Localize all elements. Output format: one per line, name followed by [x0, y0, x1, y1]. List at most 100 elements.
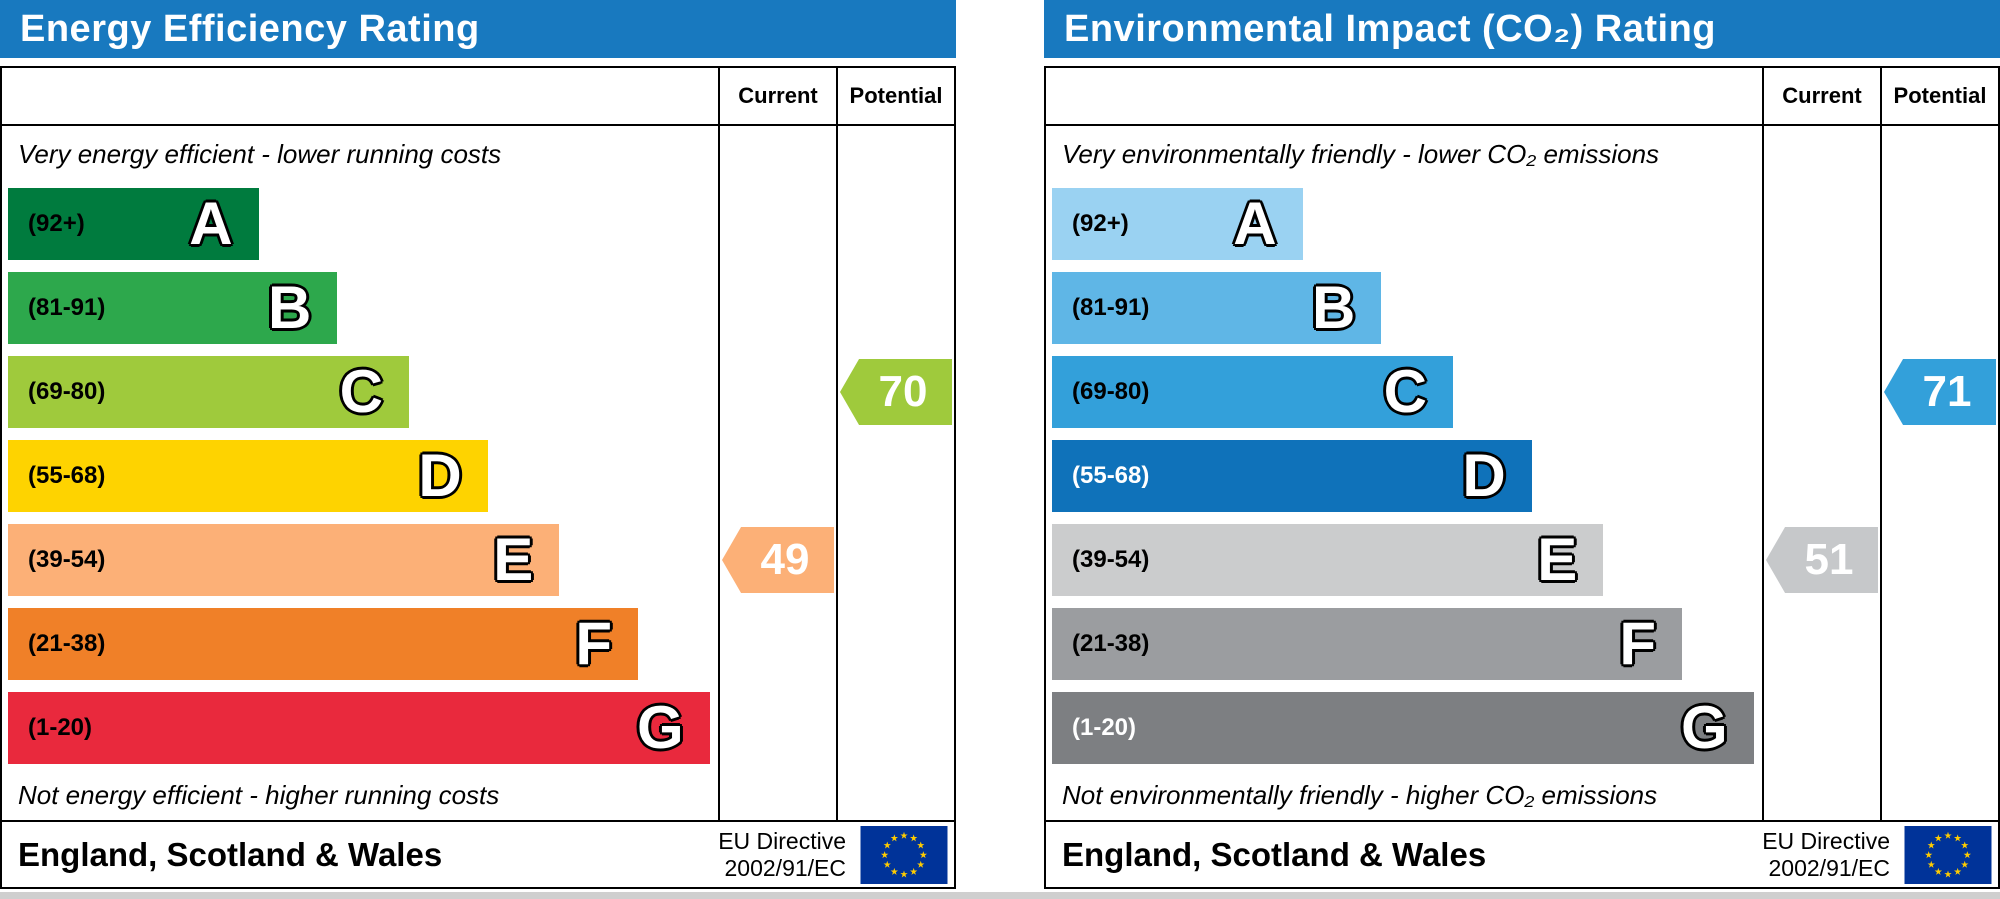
eu-directive-line2: 2002/91/EC [1768, 854, 1890, 881]
potential-column: 71 [1880, 126, 1998, 820]
eu-directive-line2: 2002/91/EC [724, 854, 846, 881]
region-label: England, Scotland & Wales [18, 835, 443, 873]
eu-directive-label: EU Directive 2002/91/EC [718, 828, 846, 881]
potential-column: 70 [836, 126, 954, 820]
rating-band-row: (55-68) D [2, 434, 718, 518]
rating-bands: (92+) A (81-91) B (69-80) C (55-68) D (3… [2, 182, 718, 770]
band-range-label: (69-80) [28, 378, 106, 405]
region-label: England, Scotland & Wales [1062, 835, 1487, 873]
potential-rating-value: 70 [878, 367, 928, 416]
potential-column-header: Potential [1880, 68, 1998, 124]
chart-footer: England, Scotland & Wales EU Directive 2… [0, 820, 956, 889]
rating-band-row: (81-91) B [2, 266, 718, 350]
top-note: Very energy efficient - lower running co… [18, 138, 502, 169]
band-letter-label: B [1312, 274, 1356, 341]
column-header-row: Current Potential [2, 68, 954, 126]
current-column-header: Current [718, 68, 836, 124]
rating-bands: (92+) A (81-91) B (69-80) C (55-68) D (3… [1046, 182, 1762, 770]
band-letter-label: F [575, 610, 613, 677]
environmental-impact-chart: Current Potential Very environmentally f… [1044, 66, 2000, 822]
rating-band-bar: (69-80) C [1052, 356, 1453, 428]
rating-scale-area: Very environmentally friendly - lower CO… [1046, 126, 1762, 820]
band-range-label: (81-91) [1072, 294, 1150, 321]
rating-band-bar: (1-20) G [8, 692, 710, 764]
bottom-note: Not energy efficient - higher running co… [18, 779, 500, 810]
band-letter-label: F [1619, 610, 1657, 677]
top-note: Very environmentally friendly - lower CO… [1062, 138, 1660, 169]
eu-directive-line1: EU Directive [1762, 828, 1890, 855]
energy-efficiency-panel: Energy Efficiency Rating Current Potenti… [0, 0, 956, 889]
rating-band-row: (81-91) B [1046, 266, 1762, 350]
rating-band-bar: (21-38) F [8, 608, 639, 680]
band-range-label: (21-38) [1072, 630, 1150, 657]
rating-band-bar: (81-91) B [8, 272, 338, 344]
band-range-label: (21-38) [28, 630, 106, 657]
band-range-label: (39-54) [1072, 546, 1150, 573]
rating-band-row: (1-20) G [2, 686, 718, 770]
rating-band-row: (39-54) E [2, 518, 718, 602]
rating-band-row: (39-54) E [1046, 518, 1762, 602]
rating-band-bar: (39-54) E [1052, 524, 1604, 596]
current-column: 51 [1762, 126, 1880, 820]
energy-efficiency-title: Energy Efficiency Rating [0, 0, 956, 58]
band-letter-label: E [493, 526, 534, 593]
rating-band-bar: (81-91) B [1052, 272, 1382, 344]
rating-band-bar: (55-68) D [8, 440, 488, 512]
chart-body: Very energy efficient - lower running co… [2, 126, 954, 820]
eu-flag-icon [1904, 825, 1992, 884]
band-letter-label: D [1462, 442, 1506, 509]
rating-band-row: (21-38) F [2, 602, 718, 686]
potential-rating-arrow: 71 [1884, 359, 1996, 425]
band-range-label: (1-20) [1072, 714, 1137, 741]
potential-rating-arrow: 70 [840, 359, 952, 425]
rating-band-bar: (21-38) F [1052, 608, 1683, 680]
rating-band-bar: (39-54) E [8, 524, 560, 596]
current-rating-arrow: 49 [722, 527, 834, 593]
band-letter-label: B [268, 274, 312, 341]
band-letter-label: D [418, 442, 462, 509]
environmental-impact-title: Environmental Impact (CO₂) Rating [1044, 0, 2000, 58]
rating-band-bar: (92+) A [8, 188, 259, 260]
band-range-label: (1-20) [28, 714, 93, 741]
current-column: 49 [718, 126, 836, 820]
header-spacer [1046, 68, 1762, 124]
energy-efficiency-chart: Current Potential Very energy efficient … [0, 66, 956, 822]
rating-band-row: (92+) A [1046, 182, 1762, 266]
band-range-label: (55-68) [28, 462, 106, 489]
current-rating-value: 51 [1804, 535, 1854, 584]
chart-footer: England, Scotland & Wales EU Directive 2… [1044, 820, 2000, 889]
current-rating-value: 49 [760, 535, 810, 584]
rating-scale-area: Very energy efficient - lower running co… [2, 126, 718, 820]
band-range-label: (92+) [28, 210, 85, 237]
band-letter-label: C [339, 358, 383, 425]
current-rating-arrow: 51 [1766, 527, 1878, 593]
column-header-row: Current Potential [1046, 68, 1998, 126]
environmental-impact-panel: Environmental Impact (CO₂) Rating Curren… [1044, 0, 2000, 889]
band-letter-label: C [1383, 358, 1427, 425]
band-letter-label: A [1233, 190, 1277, 257]
chart-body: Very environmentally friendly - lower CO… [1046, 126, 1998, 820]
eu-flag-icon [860, 825, 948, 884]
band-letter-label: E [1537, 526, 1578, 593]
band-range-label: (39-54) [28, 546, 106, 573]
band-letter-label: G [1681, 694, 1728, 761]
band-range-label: (55-68) [1072, 462, 1150, 489]
band-letter-label: A [189, 190, 233, 257]
rating-band-row: (1-20) G [1046, 686, 1762, 770]
eu-directive-line1: EU Directive [718, 828, 846, 855]
current-column-header: Current [1762, 68, 1880, 124]
rating-band-row: (69-80) C [1046, 350, 1762, 434]
bottom-edge-strip [0, 892, 2000, 899]
rating-band-bar: (69-80) C [8, 356, 409, 428]
band-letter-label: G [637, 694, 684, 761]
rating-band-bar: (92+) A [1052, 188, 1303, 260]
band-range-label: (92+) [1072, 210, 1129, 237]
header-spacer [2, 68, 718, 124]
band-range-label: (69-80) [1072, 378, 1150, 405]
rating-band-row: (92+) A [2, 182, 718, 266]
eu-directive-label: EU Directive 2002/91/EC [1762, 828, 1890, 881]
band-range-label: (81-91) [28, 294, 106, 321]
rating-band-row: (21-38) F [1046, 602, 1762, 686]
rating-band-bar: (1-20) G [1052, 692, 1754, 764]
